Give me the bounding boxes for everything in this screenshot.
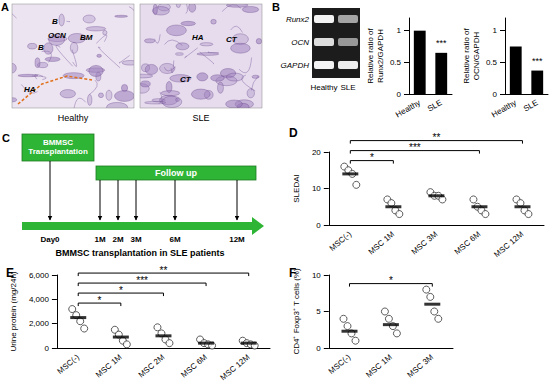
svg-text:B: B <box>272 1 280 13</box>
svg-text:SLE: SLE <box>426 98 444 113</box>
svg-text:***: *** <box>409 142 421 153</box>
svg-text:2,000: 2,000 <box>29 319 50 328</box>
svg-text:SLEDAI: SLEDAI <box>292 174 301 202</box>
svg-text:6M: 6M <box>169 235 180 244</box>
svg-text:MSC(-): MSC(-) <box>56 352 82 376</box>
svg-text:0: 0 <box>44 344 49 353</box>
svg-text:MSC 12M: MSC 12M <box>492 229 525 259</box>
svg-text:3M: 3M <box>130 235 141 244</box>
svg-text:CD4⁺ Foxp3⁺ T cells (%): CD4⁺ Foxp3⁺ T cells (%) <box>292 268 301 355</box>
svg-text:SLE: SLE <box>192 113 209 123</box>
svg-text:MSC 12M: MSC 12M <box>219 352 252 382</box>
svg-text:Healthy: Healthy <box>490 98 518 119</box>
svg-text:Relative ratio of: Relative ratio of <box>462 27 471 83</box>
svg-text:6,000: 6,000 <box>29 271 50 280</box>
svg-text:SLE: SLE <box>522 98 540 113</box>
svg-text:Healthy: Healthy <box>58 113 89 123</box>
svg-text:MSC 1M: MSC 1M <box>94 352 124 379</box>
svg-text:Urine protein (mg/24h): Urine protein (mg/24h) <box>9 271 18 351</box>
svg-text:CT: CT <box>180 75 192 84</box>
svg-text:2M: 2M <box>112 235 123 244</box>
svg-text:MSC 1M: MSC 1M <box>364 352 394 379</box>
svg-text:BMMSCTransplantation: BMMSCTransplantation <box>28 138 88 156</box>
svg-text:MSC 2M: MSC 2M <box>137 352 167 379</box>
svg-text:C: C <box>2 132 10 144</box>
svg-text:0: 0 <box>316 344 321 353</box>
svg-text:MSC 6M: MSC 6M <box>453 229 483 256</box>
svg-text:***: *** <box>136 275 148 286</box>
svg-text:SLE: SLE <box>340 83 355 92</box>
svg-text:12M: 12M <box>229 235 245 244</box>
svg-text:Relative ratio of: Relative ratio of <box>366 27 375 83</box>
svg-text:0: 0 <box>493 90 498 99</box>
svg-text:**: ** <box>160 265 168 276</box>
svg-text:1M: 1M <box>94 235 105 244</box>
svg-text:0.5: 0.5 <box>390 58 402 67</box>
svg-text:1: 1 <box>493 26 498 35</box>
svg-text:10: 10 <box>312 271 321 280</box>
svg-text:BMMSC transplantation in SLE p: BMMSC transplantation in SLE patients <box>55 248 224 258</box>
svg-text:B: B <box>38 43 44 52</box>
svg-text:**: ** <box>433 132 441 143</box>
svg-text:CT: CT <box>226 35 238 44</box>
svg-text:10: 10 <box>312 184 321 193</box>
svg-text:MSC 3M: MSC 3M <box>406 352 436 379</box>
svg-text:Runx2: Runx2 <box>286 15 310 24</box>
svg-text:Runx2/GAPDH: Runx2/GAPDH <box>376 29 385 83</box>
svg-text:OCN: OCN <box>48 31 66 40</box>
svg-text:MSC 6M: MSC 6M <box>179 352 209 379</box>
svg-text:20: 20 <box>312 148 321 157</box>
svg-text:5: 5 <box>316 307 321 316</box>
svg-text:*: * <box>389 275 393 286</box>
svg-text:Follow up: Follow up <box>155 168 197 178</box>
svg-text:A: A <box>1 1 9 13</box>
svg-text:HA: HA <box>192 33 204 42</box>
svg-text:E: E <box>6 266 14 280</box>
svg-text:F: F <box>289 266 296 280</box>
svg-text:MSC(-): MSC(-) <box>328 229 354 253</box>
svg-text:0: 0 <box>397 90 402 99</box>
svg-text:D: D <box>289 126 298 140</box>
svg-text:0: 0 <box>316 221 321 230</box>
svg-text:GAPDH: GAPDH <box>281 61 310 70</box>
svg-text:MSC 3M: MSC 3M <box>410 229 440 256</box>
svg-text:*: * <box>119 285 123 296</box>
svg-text:***: *** <box>532 56 543 66</box>
svg-text:1: 1 <box>397 26 402 35</box>
svg-text:OCN: OCN <box>291 38 309 47</box>
svg-text:Day0: Day0 <box>40 235 60 244</box>
svg-text:*: * <box>370 152 374 163</box>
svg-text:MSC(-): MSC(-) <box>327 352 353 376</box>
svg-text:BM: BM <box>80 33 93 42</box>
svg-text:***: *** <box>436 38 447 48</box>
svg-text:MSC 1M: MSC 1M <box>367 229 397 256</box>
svg-text:*: * <box>98 295 102 306</box>
svg-text:B: B <box>52 17 58 26</box>
svg-text:0.5: 0.5 <box>486 58 498 67</box>
svg-text:HA: HA <box>24 85 36 94</box>
svg-text:4,000: 4,000 <box>29 295 50 304</box>
svg-text:OCN/GAPDH: OCN/GAPDH <box>472 32 481 81</box>
svg-text:Healthy: Healthy <box>310 83 337 92</box>
svg-text:Healthy: Healthy <box>394 98 422 119</box>
